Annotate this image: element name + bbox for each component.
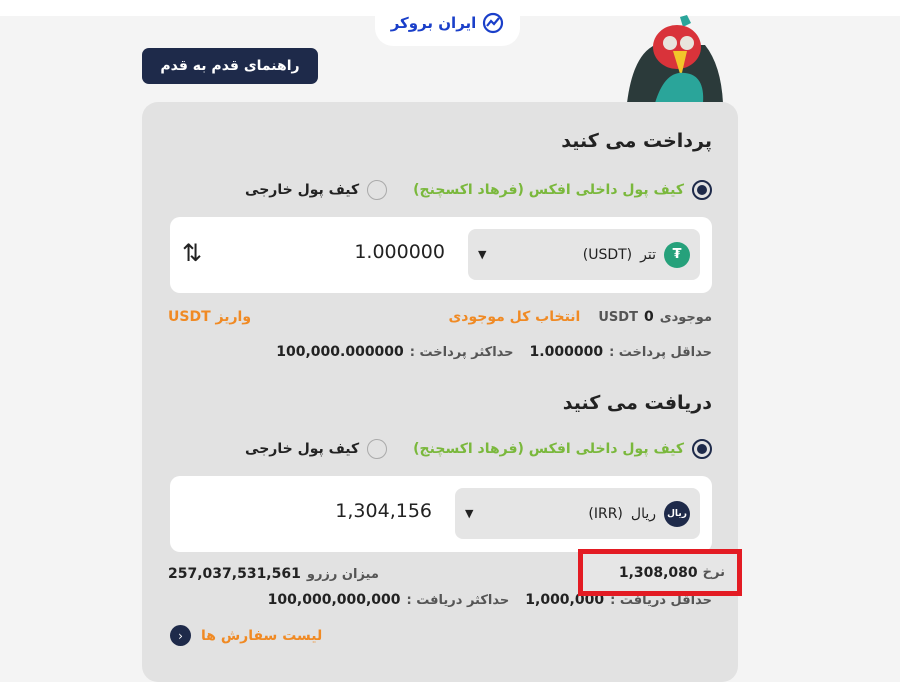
caret-down-icon: ▼: [465, 507, 474, 520]
chevron-left-icon[interactable]: ‹: [170, 625, 191, 646]
pay-external-wallet-label[interactable]: کیف پول خارجی: [245, 182, 360, 198]
rate-highlight-box: نرخ 1,308,080: [578, 549, 742, 596]
pay-external-wallet-radio[interactable]: [367, 180, 388, 200]
select-all-balance-link[interactable]: انتخاب کل موجودی: [448, 309, 581, 325]
pay-currency-name: تتر: [640, 246, 656, 263]
receive-min-value: 1,000,000: [525, 592, 605, 608]
receive-currency-name: ریال: [630, 505, 656, 522]
pay-amount-input[interactable]: 1.000000: [354, 241, 445, 263]
caret-down-icon: ▼: [478, 248, 487, 261]
receive-input-box: ریال ریال (IRR) ▼ 1,304,156: [170, 476, 712, 552]
receive-min-label: حداقل دریافت :: [610, 592, 712, 608]
rate-label: نرخ: [702, 565, 725, 580]
pay-title: پرداخت می کنید: [561, 130, 712, 152]
swap-arrows-icon[interactable]: ⇅: [182, 239, 203, 267]
pay-currency-select[interactable]: ₮ تتر (USDT) ▼: [468, 229, 700, 280]
pay-max-value: 100,000.000000: [276, 344, 404, 360]
tether-icon: ₮: [664, 241, 690, 268]
receive-amount-input[interactable]: 1,304,156: [335, 500, 432, 522]
reserve-value: 257,037,531,561: [168, 566, 301, 582]
pay-balance-value: 0: [643, 309, 654, 325]
brand-logo[interactable]: ایران بروکر: [375, 0, 520, 46]
pay-input-box: ₮ تتر (USDT) ▼ 1.000000 ⇅: [170, 217, 712, 293]
receive-internal-wallet-label[interactable]: کیف پول داخلی افکس (فرهاد اکسچنج): [413, 441, 684, 457]
receive-internal-wallet-radio[interactable]: [692, 439, 712, 459]
receive-external-wallet-radio[interactable]: [367, 439, 388, 459]
step-by-step-guide-button[interactable]: راهنمای قدم به قدم: [142, 48, 318, 84]
receive-currency-select[interactable]: ریال ریال (IRR) ▼: [455, 488, 700, 539]
pay-balance-unit: USDT: [598, 309, 638, 325]
pay-internal-wallet-radio[interactable]: [692, 180, 712, 200]
receive-external-wallet-label[interactable]: کیف پول خارجی: [245, 441, 360, 457]
pay-max-label: حداکثر پرداخت :: [409, 344, 514, 360]
receive-max-value: 100,000,000,000: [267, 592, 401, 608]
receive-title: دریافت می کنید: [562, 392, 712, 414]
orders-list-link[interactable]: لیست سفارش ها: [201, 627, 323, 644]
pay-min-label: حداقل پرداخت :: [609, 344, 712, 360]
pay-currency-code: (USDT): [582, 246, 633, 263]
receive-currency-code: (IRR): [588, 505, 623, 522]
pay-balance-label: موجودی: [659, 309, 712, 325]
exchange-card: پرداخت می کنید کیف پول داخلی افکس (فرهاد…: [142, 102, 738, 682]
deposit-usdt-link[interactable]: واریز USDT: [168, 309, 252, 325]
reserve-label: میزان رزرو: [306, 566, 379, 582]
receive-max-label: حداکثر دریافت :: [406, 592, 510, 608]
rial-coin-icon: ریال: [664, 500, 690, 527]
pay-internal-wallet-label[interactable]: کیف پول داخلی افکس (فرهاد اکسچنج): [413, 182, 684, 198]
chart-logo-icon: [483, 12, 504, 34]
parrot-mascot-icon: [627, 15, 723, 103]
logo-text: ایران بروکر: [390, 14, 477, 32]
rate-value: 1,308,080: [618, 564, 698, 581]
pay-min-value: 1.000000: [529, 344, 604, 360]
